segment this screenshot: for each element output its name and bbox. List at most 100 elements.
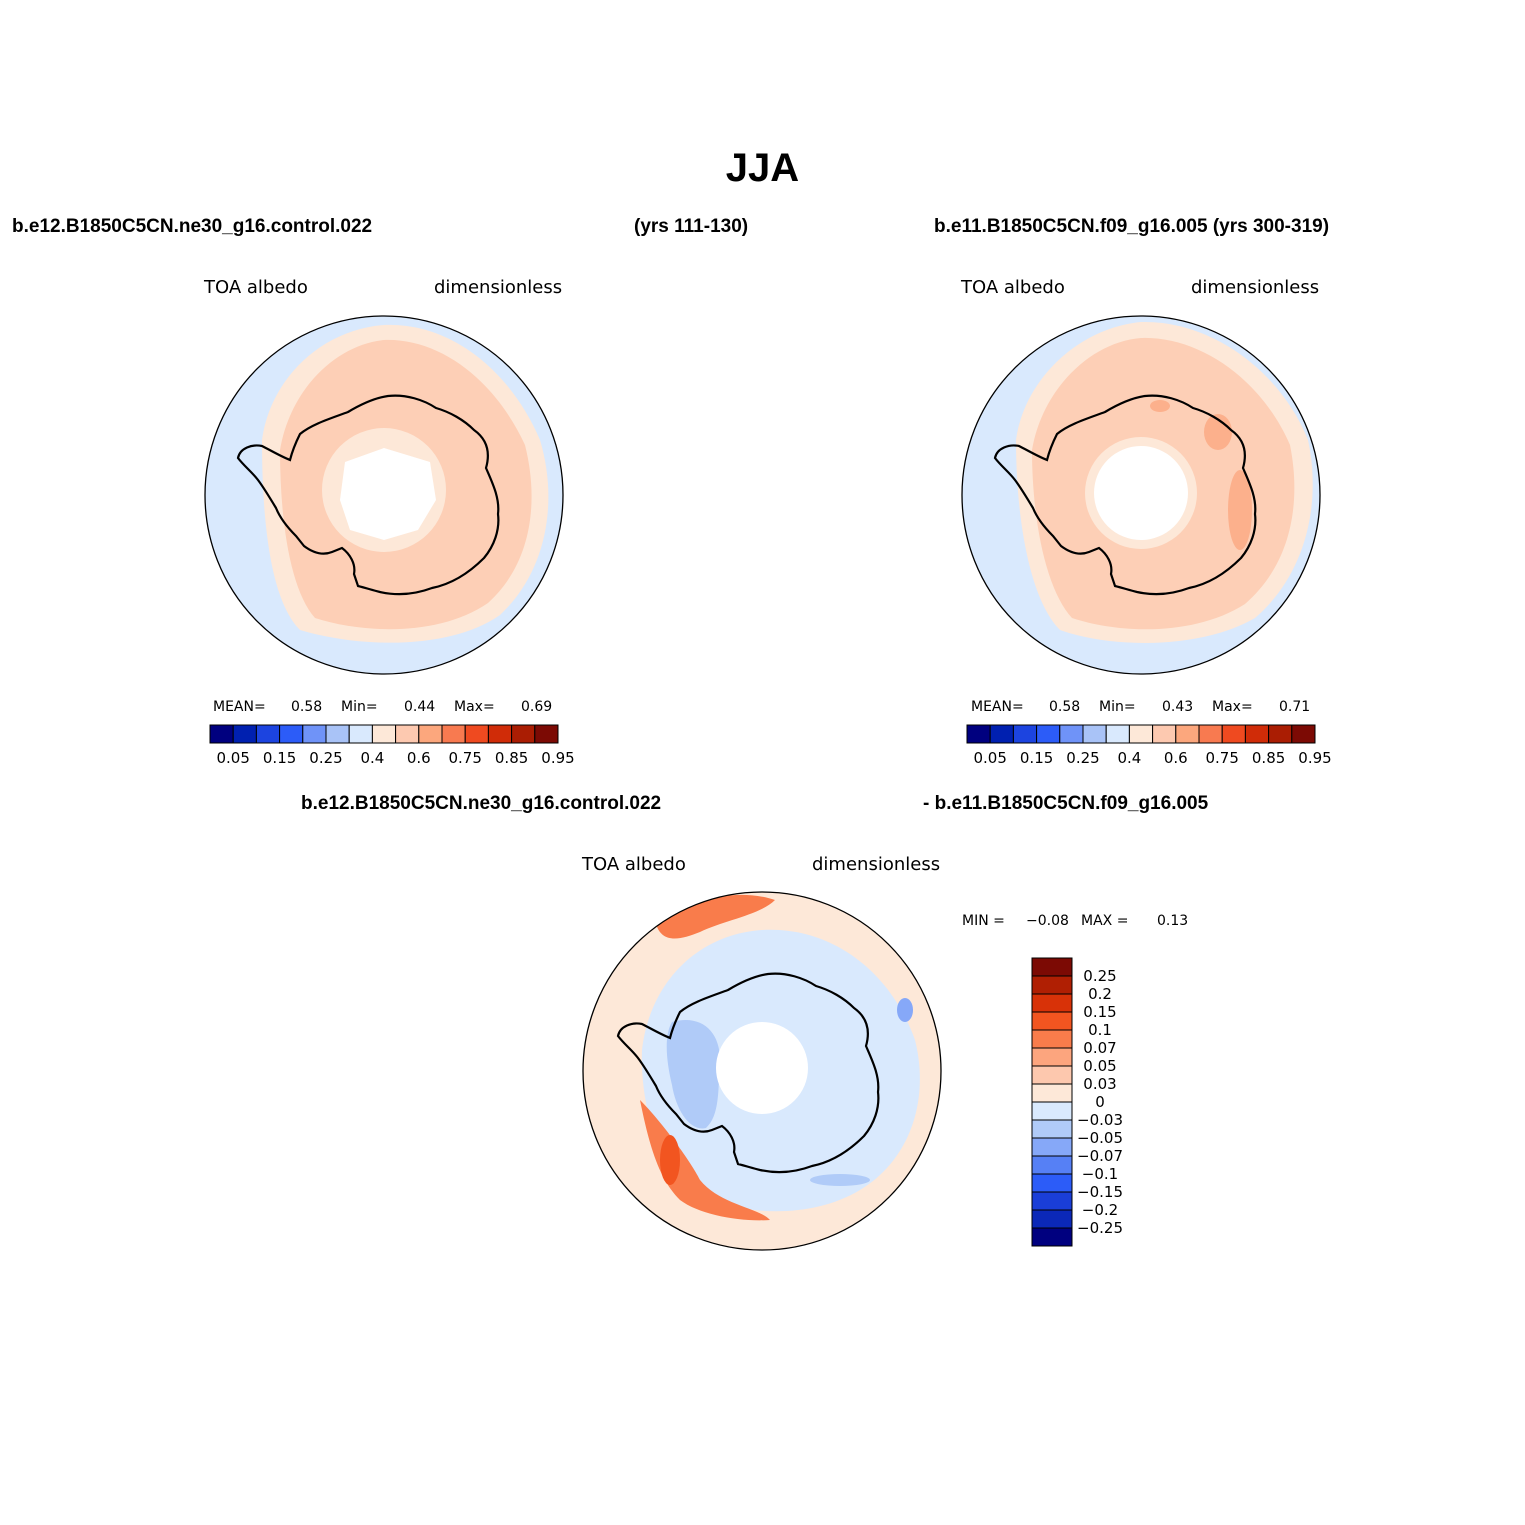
colorbar-tick-label: −0.1	[1082, 1165, 1118, 1183]
colorbar-tick-label: 0.75	[1205, 749, 1238, 767]
colorbar-swatch	[1031, 1029, 1073, 1049]
colorbar-swatch	[395, 724, 420, 744]
colorbar-tick-label: −0.07	[1077, 1147, 1123, 1165]
colorbar-tick-label: 0.05	[1083, 1057, 1116, 1075]
colorbar-swatch	[1036, 724, 1061, 744]
colorbar-swatch	[302, 724, 327, 744]
colorbar-swatch	[348, 724, 373, 744]
colorbar-swatch	[1012, 724, 1038, 744]
colorbar-tick-label: 0.6	[407, 749, 431, 767]
diff-case-b-title: - b.e11.B1850C5CN.f09_g16.005	[923, 793, 1209, 814]
panel2-mean-label: MEAN=	[971, 699, 1024, 715]
colorbar-swatch	[418, 724, 443, 744]
colorbar-swatch	[1031, 1227, 1073, 1247]
colorbar-diff: 0.250.20.150.10.070.050.030−0.03−0.05−0.…	[1031, 957, 1123, 1247]
colorbar-tick-label: −0.25	[1077, 1219, 1123, 1237]
colorbar-tick-label: 0.15	[1083, 1003, 1116, 1021]
colorbar-swatch	[1291, 724, 1316, 744]
colorbar-tick-label: 0	[1095, 1093, 1105, 1111]
colorbar-swatch	[989, 724, 1014, 744]
colorbar-tick-label: 0.2	[1088, 985, 1112, 1003]
colorbar-tick-label: 0.25	[1083, 967, 1116, 985]
colorbar-swatch	[441, 724, 466, 744]
colorbar-swatch	[1221, 724, 1246, 744]
diff-max-label: MAX =	[1081, 913, 1129, 929]
colorbar-panel2: 0.05 0.15 0.25 0.4 0.6 0.75 0.85 0.95	[966, 724, 1332, 767]
colorbar-tick-label: 0.6	[1164, 749, 1188, 767]
panel1-mean-label: MEAN=	[213, 699, 266, 715]
colorbar-swatch	[966, 724, 991, 744]
colorbar-swatch	[1031, 1173, 1073, 1193]
colorbar-swatch	[209, 724, 234, 744]
right-case-title: b.e11.B1850C5CN.f09_g16.005 (yrs 300-319…	[934, 216, 1330, 237]
panel1-max-value: 0.69	[521, 699, 553, 715]
colorbar-swatch	[1031, 1209, 1073, 1229]
panel1-variable: TOA albedo	[204, 277, 308, 298]
diff-min-value: −0.08	[1026, 913, 1069, 929]
panel1-max-label: Max=	[454, 699, 495, 715]
colorbar-swatch	[1031, 1191, 1073, 1211]
colorbar-swatch	[255, 724, 281, 744]
colorbar-swatch	[371, 724, 397, 744]
colorbar-swatch	[232, 724, 257, 744]
panel1-map	[204, 315, 564, 675]
colorbar-tick-label: −0.15	[1077, 1183, 1123, 1201]
colorbar-swatch	[1244, 724, 1270, 744]
colorbar-swatch	[325, 724, 350, 744]
diff-units: dimensionless	[812, 854, 941, 875]
colorbar-swatch	[279, 724, 304, 744]
colorbar-swatch	[1082, 724, 1107, 744]
diff-map	[582, 891, 942, 1251]
colorbar-swatch	[1031, 1083, 1073, 1103]
colorbar-swatch	[1031, 993, 1073, 1013]
colorbar-tick-label: 0.25	[1066, 749, 1099, 767]
colorbar-panel1: 0.05 0.15 0.25 0.4 0.6 0.75 0.85 0.95	[209, 724, 575, 767]
colorbar-tick-label: 0.25	[309, 749, 342, 767]
panel2-units: dimensionless	[1191, 277, 1320, 298]
colorbar-swatch	[1031, 1137, 1073, 1157]
panel2-min-label: Min=	[1099, 699, 1136, 715]
colorbar-tick-label: 0.95	[541, 749, 574, 767]
panel1-mean-value: 0.58	[291, 699, 323, 715]
panel1-units: dimensionless	[434, 277, 563, 298]
panel2-max-label: Max=	[1212, 699, 1253, 715]
colorbar-tick-label: 0.15	[1020, 749, 1053, 767]
colorbar-tick-label: −0.2	[1082, 1201, 1118, 1219]
colorbar-swatch	[1175, 724, 1200, 744]
colorbar-tick-label: 0.03	[1083, 1075, 1116, 1093]
colorbar-swatch	[1031, 1155, 1073, 1175]
colorbar-swatch	[511, 724, 536, 744]
colorbar-tick-label: 0.1	[1088, 1021, 1112, 1039]
diff-case-a-title: b.e12.B1850C5CN.ne30_g16.control.022	[301, 793, 662, 814]
colorbar-tick-label: 0.05	[216, 749, 249, 767]
colorbar-tick-label: 0.07	[1083, 1039, 1116, 1057]
colorbar-tick-label: 0.15	[263, 749, 296, 767]
colorbar-swatch	[1031, 975, 1073, 995]
left-case-title: b.e12.B1850C5CN.ne30_g16.control.022	[12, 216, 373, 237]
left-case-years: (yrs 111-130)	[634, 216, 749, 237]
colorbar-tick-label: 0.85	[1252, 749, 1285, 767]
colorbar-swatch	[464, 724, 489, 744]
colorbar-swatch	[1105, 724, 1130, 744]
panel1-min-value: 0.44	[404, 699, 436, 715]
colorbar-tick-label: −0.05	[1077, 1129, 1123, 1147]
colorbar-swatch	[1059, 724, 1084, 744]
colorbar-tick-label: 0.05	[973, 749, 1006, 767]
colorbar-swatch	[1031, 957, 1073, 977]
panel2-map	[961, 315, 1321, 675]
colorbar-tick-label: 0.85	[495, 749, 528, 767]
panel2-max-value: 0.71	[1279, 699, 1311, 715]
colorbar-swatch	[1152, 724, 1177, 744]
colorbar-swatch	[1031, 1065, 1073, 1085]
colorbar-swatch	[1031, 1047, 1073, 1067]
panel2-mean-value: 0.58	[1049, 699, 1081, 715]
diff-variable: TOA albedo	[582, 854, 686, 875]
colorbar-swatch	[1031, 1101, 1073, 1121]
colorbar-swatch	[1268, 724, 1293, 744]
diff-min-label: MIN =	[962, 913, 1005, 929]
colorbar-swatch	[534, 724, 559, 744]
figure-title: JJA	[725, 146, 800, 190]
colorbar-tick-label: 0.95	[1298, 749, 1331, 767]
colorbar-swatch	[1128, 724, 1154, 744]
